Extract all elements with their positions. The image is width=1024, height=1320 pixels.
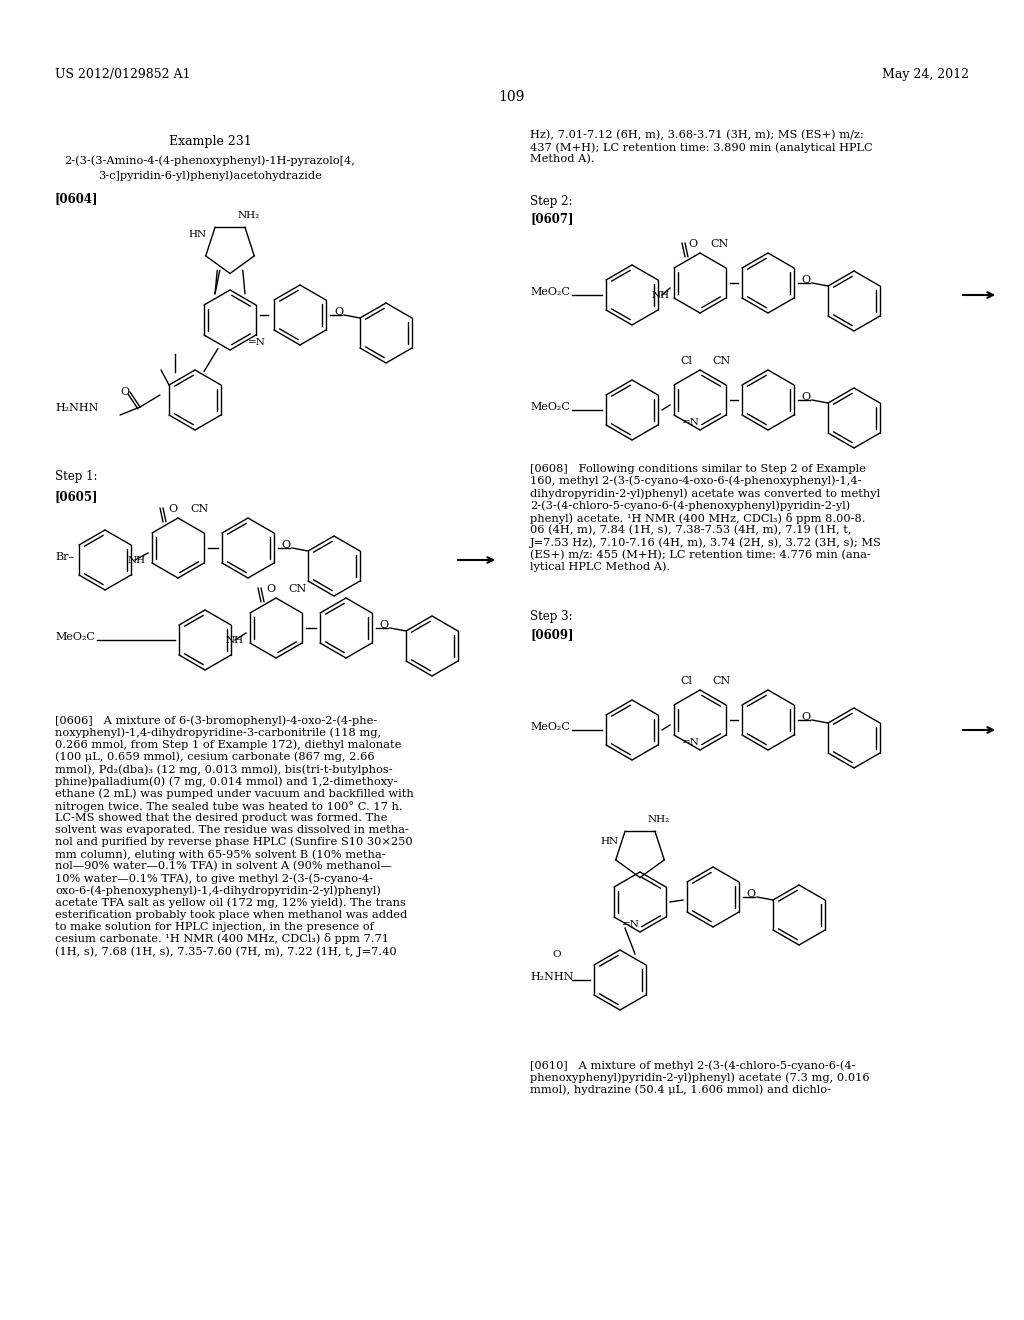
Text: NH: NH	[128, 556, 146, 565]
Text: Step 3:: Step 3:	[530, 610, 572, 623]
Text: CN: CN	[712, 356, 730, 366]
Text: CN: CN	[710, 239, 728, 249]
Text: H₂NHN: H₂NHN	[530, 972, 573, 982]
Text: [0605]: [0605]	[55, 490, 98, 503]
Text: MeO₂C: MeO₂C	[55, 632, 95, 642]
Text: NH₂: NH₂	[238, 210, 260, 219]
Text: =N: =N	[622, 920, 640, 929]
Text: HN: HN	[600, 837, 618, 846]
Text: HN: HN	[188, 230, 206, 239]
Text: O: O	[801, 275, 810, 285]
Text: O: O	[120, 387, 129, 397]
Text: MeO₂C: MeO₂C	[530, 722, 570, 733]
Text: CN: CN	[712, 676, 730, 686]
Text: O: O	[552, 950, 560, 960]
Text: [0606]   A mixture of 6-(3-bromophenyl)-4-oxo-2-(4-phe-
noxyphenyl)-1,4-dihydrop: [0606] A mixture of 6-(3-bromophenyl)-4-…	[55, 715, 414, 957]
Text: O: O	[334, 308, 343, 317]
Text: Br–: Br–	[55, 552, 74, 562]
Text: 109: 109	[499, 90, 525, 104]
Text: O: O	[688, 239, 697, 249]
Text: [0610]   A mixture of methyl 2-(3-(4-chloro-5-cyano-6-(4-
phenoxyphenyl)pyridin-: [0610] A mixture of methyl 2-(3-(4-chlor…	[530, 1060, 869, 1096]
Text: 2-(3-(3-Amino-4-(4-phenoxyphenyl)-1H-pyrazolo[4,: 2-(3-(3-Amino-4-(4-phenoxyphenyl)-1H-pyr…	[65, 154, 355, 165]
Text: NH: NH	[226, 636, 244, 645]
Text: [0608]   Following conditions similar to Step 2 of Example
160, methyl 2-(3-(5-c: [0608] Following conditions similar to S…	[530, 465, 882, 572]
Text: 3-c]pyridin-6-yl)phenyl)acetohydrazide: 3-c]pyridin-6-yl)phenyl)acetohydrazide	[98, 170, 322, 181]
Text: CN: CN	[288, 583, 306, 594]
Text: H₂NHN: H₂NHN	[55, 403, 98, 413]
Text: [0604]: [0604]	[55, 191, 98, 205]
Text: NH: NH	[652, 290, 670, 300]
Text: O: O	[266, 583, 275, 594]
Text: May 24, 2012: May 24, 2012	[882, 69, 969, 81]
Text: MeO₂C: MeO₂C	[530, 403, 570, 412]
Text: US 2012/0129852 A1: US 2012/0129852 A1	[55, 69, 190, 81]
Text: MeO₂C: MeO₂C	[530, 286, 570, 297]
Text: =N: =N	[682, 418, 699, 426]
Text: Step 1:: Step 1:	[55, 470, 97, 483]
Text: O: O	[379, 620, 388, 630]
Text: Hz), 7.01-7.12 (6H, m), 3.68-3.71 (3H, m); MS (ES+) m/z:
437 (M+H); LC retention: Hz), 7.01-7.12 (6H, m), 3.68-3.71 (3H, m…	[530, 129, 872, 165]
Text: CN: CN	[190, 504, 208, 513]
Text: Cl: Cl	[680, 676, 692, 686]
Text: Step 2:: Step 2:	[530, 195, 572, 209]
Text: =N: =N	[248, 338, 266, 347]
Text: =N: =N	[682, 738, 699, 747]
Text: O: O	[746, 888, 755, 899]
Text: O: O	[801, 711, 810, 722]
Text: [0607]: [0607]	[530, 213, 573, 224]
Text: O: O	[281, 540, 290, 550]
Text: Cl: Cl	[680, 356, 692, 366]
Text: Example 231: Example 231	[169, 135, 251, 148]
Text: O: O	[801, 392, 810, 403]
Text: [0609]: [0609]	[530, 628, 573, 642]
Text: NH₂: NH₂	[648, 814, 671, 824]
Text: O: O	[168, 504, 177, 513]
